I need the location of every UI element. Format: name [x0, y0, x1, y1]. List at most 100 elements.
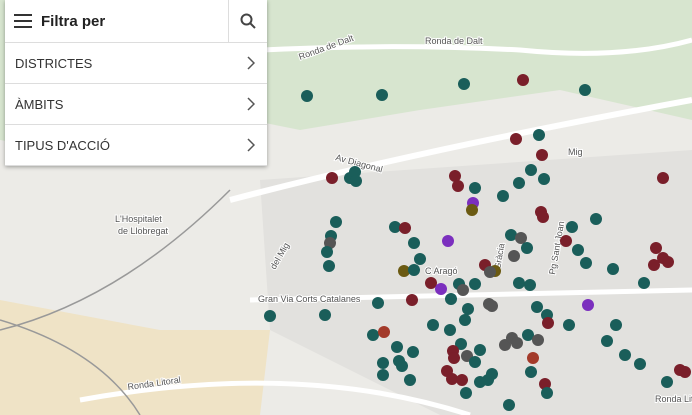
map-marker[interactable] — [425, 277, 437, 289]
map-marker[interactable] — [408, 237, 420, 249]
map-marker[interactable] — [510, 133, 522, 145]
map-marker[interactable] — [580, 257, 592, 269]
map-marker[interactable] — [505, 229, 517, 241]
map-marker[interactable] — [466, 204, 478, 216]
map-marker[interactable] — [350, 175, 362, 187]
map-marker[interactable] — [486, 300, 498, 312]
map-marker[interactable] — [372, 297, 384, 309]
map-marker[interactable] — [474, 376, 486, 388]
map-marker[interactable] — [579, 84, 591, 96]
map-marker[interactable] — [442, 235, 454, 247]
filter-row[interactable]: ÀMBITS — [5, 84, 267, 125]
map-marker[interactable] — [407, 346, 419, 358]
map-marker[interactable] — [460, 387, 472, 399]
map-marker[interactable] — [572, 244, 584, 256]
map-marker[interactable] — [452, 180, 464, 192]
map-marker[interactable] — [445, 293, 457, 305]
map-marker[interactable] — [607, 263, 619, 275]
map-marker[interactable] — [513, 277, 525, 289]
map-marker[interactable] — [532, 334, 544, 346]
map-marker[interactable] — [455, 338, 467, 350]
map-marker[interactable] — [486, 368, 498, 380]
map-marker[interactable] — [319, 309, 331, 321]
filter-row[interactable]: TIPUS D'ACCIÓ — [5, 125, 267, 166]
map-marker[interactable] — [582, 299, 594, 311]
search-button[interactable] — [228, 0, 267, 42]
map-marker[interactable] — [408, 264, 420, 276]
map-marker[interactable] — [301, 90, 313, 102]
map-marker[interactable] — [590, 213, 602, 225]
map-marker[interactable] — [657, 172, 669, 184]
map-marker[interactable] — [398, 265, 410, 277]
map-marker[interactable] — [513, 177, 525, 189]
map-marker[interactable] — [537, 211, 549, 223]
map-marker[interactable] — [458, 78, 470, 90]
map-marker[interactable] — [541, 387, 553, 399]
map-marker[interactable] — [469, 182, 481, 194]
map-marker[interactable] — [521, 242, 533, 254]
map-marker[interactable] — [484, 266, 496, 278]
map-marker[interactable] — [396, 360, 408, 372]
map-marker[interactable] — [321, 246, 333, 258]
map-marker[interactable] — [648, 259, 660, 271]
map-marker[interactable] — [679, 366, 691, 378]
map-marker[interactable] — [459, 314, 471, 326]
map-marker[interactable] — [414, 253, 426, 265]
map-marker[interactable] — [525, 164, 537, 176]
map-marker[interactable] — [326, 172, 338, 184]
map-marker[interactable] — [566, 221, 578, 233]
map-marker[interactable] — [662, 256, 674, 268]
map-marker[interactable] — [503, 399, 515, 411]
map-marker[interactable] — [446, 373, 458, 385]
map-marker[interactable] — [634, 358, 646, 370]
map-marker[interactable] — [404, 374, 416, 386]
map-marker[interactable] — [497, 190, 509, 202]
menu-button[interactable] — [5, 14, 41, 28]
map-marker[interactable] — [517, 74, 529, 86]
map-marker[interactable] — [264, 310, 276, 322]
map-marker[interactable] — [330, 216, 342, 228]
map-marker[interactable] — [377, 357, 389, 369]
map-marker[interactable] — [522, 329, 534, 341]
map-marker[interactable] — [391, 341, 403, 353]
map-marker[interactable] — [560, 235, 572, 247]
map-marker[interactable] — [525, 366, 537, 378]
map-marker[interactable] — [524, 279, 536, 291]
map-marker[interactable] — [638, 277, 650, 289]
map-marker[interactable] — [448, 352, 460, 364]
map-marker[interactable] — [539, 378, 551, 390]
map-marker[interactable] — [406, 294, 418, 306]
map-marker[interactable] — [378, 326, 390, 338]
map-marker[interactable] — [531, 301, 543, 313]
map-marker[interactable] — [427, 319, 439, 331]
map-marker[interactable] — [650, 242, 662, 254]
map-marker[interactable] — [457, 284, 469, 296]
map-marker[interactable] — [474, 344, 486, 356]
map-marker[interactable] — [563, 319, 575, 331]
map-marker[interactable] — [538, 173, 550, 185]
map-marker[interactable] — [619, 349, 631, 361]
map-marker[interactable] — [601, 335, 613, 347]
map-marker[interactable] — [610, 319, 622, 331]
map-marker[interactable] — [399, 222, 411, 234]
map-marker[interactable] — [456, 374, 468, 386]
map-marker[interactable] — [661, 376, 673, 388]
map-marker[interactable] — [469, 356, 481, 368]
map-marker[interactable] — [377, 369, 389, 381]
filter-row[interactable]: DISTRICTES — [5, 43, 267, 84]
map-marker[interactable] — [515, 232, 527, 244]
map-marker[interactable] — [527, 352, 539, 364]
map-marker[interactable] — [542, 317, 554, 329]
map-marker[interactable] — [435, 283, 447, 295]
map-marker[interactable] — [462, 303, 474, 315]
map-marker[interactable] — [444, 324, 456, 336]
map-marker[interactable] — [449, 170, 461, 182]
map-marker[interactable] — [389, 221, 401, 233]
map-marker[interactable] — [511, 337, 523, 349]
map-marker[interactable] — [367, 329, 379, 341]
map-marker[interactable] — [469, 278, 481, 290]
map-marker[interactable] — [508, 250, 520, 262]
map-marker[interactable] — [533, 129, 545, 141]
map-marker[interactable] — [536, 149, 548, 161]
map-marker[interactable] — [323, 260, 335, 272]
